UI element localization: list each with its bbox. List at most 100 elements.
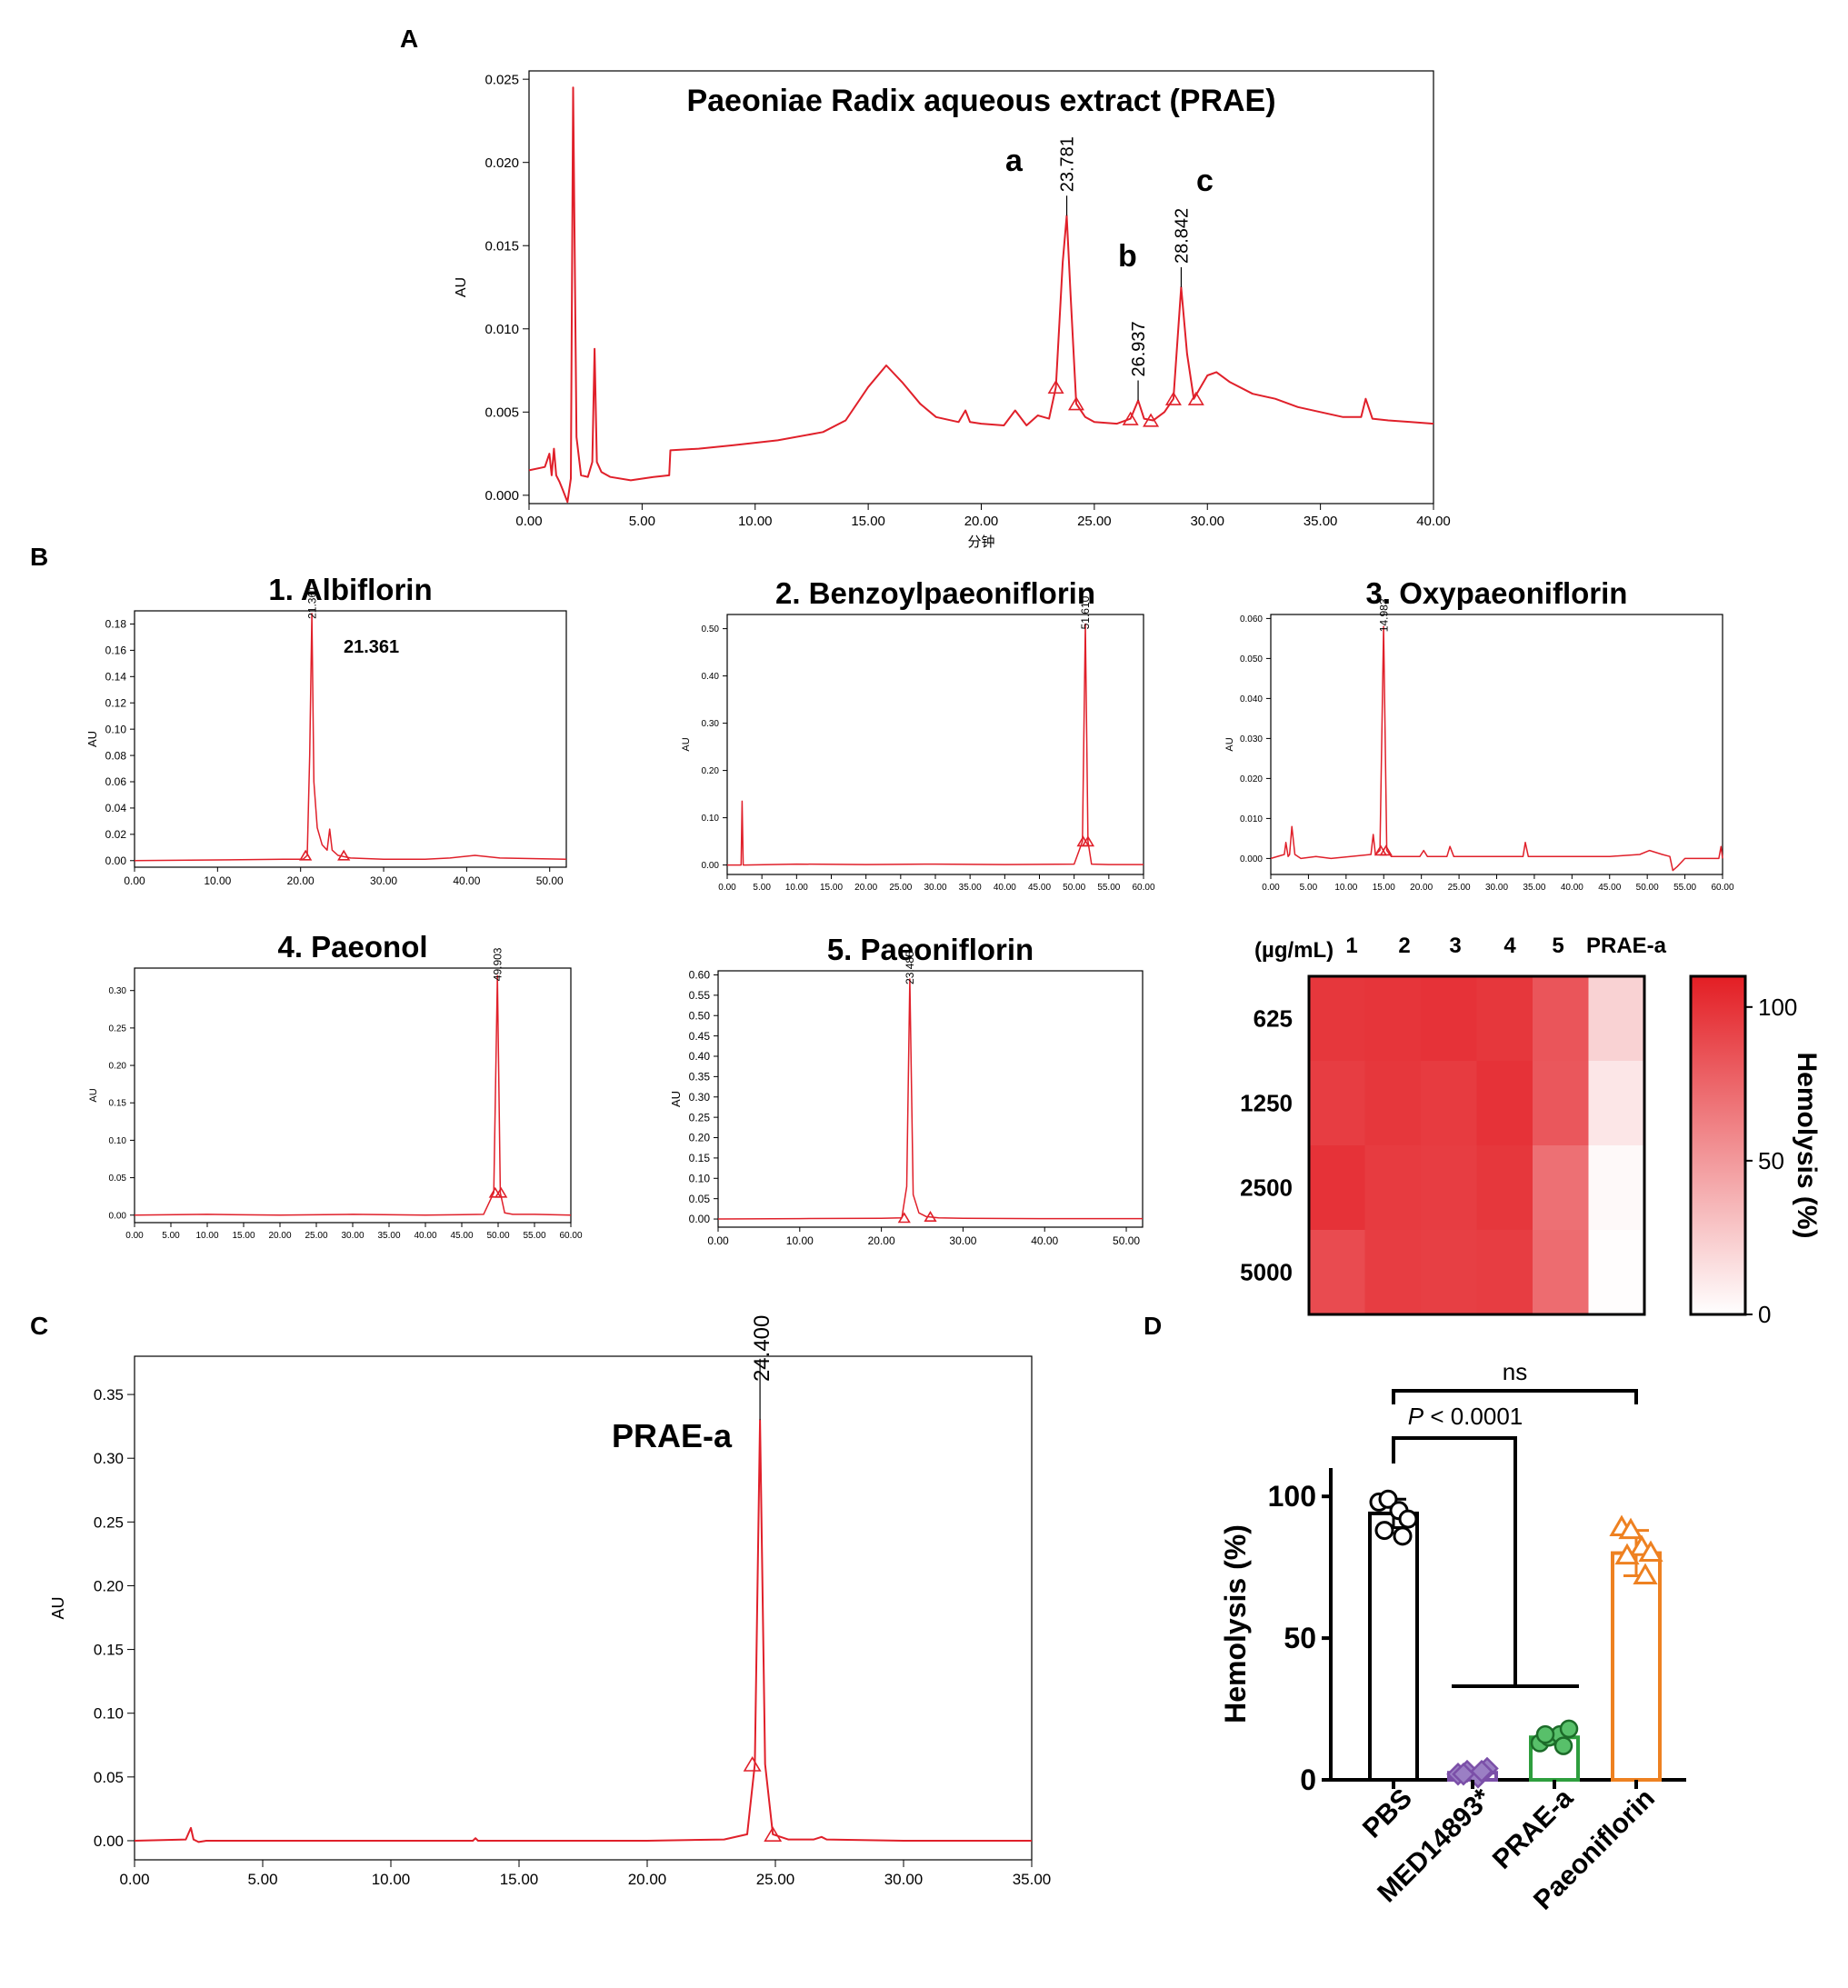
peak-retention-time: 28.842 <box>1172 208 1192 264</box>
p-value: < 0.0001 <box>1423 1403 1523 1430</box>
x-tick-label: 35.00 <box>377 1231 400 1241</box>
y-tick-label: 0.00 <box>105 854 127 867</box>
y-tick-label: 0.40 <box>689 1050 711 1063</box>
heatmap-cell <box>1364 1145 1422 1231</box>
heatmap-row-label: 1250 <box>1240 1090 1293 1117</box>
heatmap-cell <box>1309 1145 1365 1231</box>
heatmap-cell <box>1364 1230 1422 1315</box>
x-tick-label: 15.00 <box>500 1871 539 1888</box>
x-tick-label: 35.00 <box>1304 514 1338 529</box>
panel-B1: 0.00 0.02 0.04 0.06 0.08 0.10 0.12 0.14 0.16 0.18… <box>85 573 567 887</box>
y-tick-label: 0.10 <box>702 814 720 824</box>
y-tick-label: 0.20 <box>702 766 720 776</box>
x-tick-label: 0.00 <box>1262 883 1280 893</box>
panel-B5: 0.00 0.05 0.10 0.15 0.20 0.25 0.30 0.35 0.40 0.45… <box>669 933 1144 1247</box>
integration-marker <box>1379 844 1393 856</box>
heatmap-cell <box>1421 976 1477 1062</box>
panel-A: 0.000 0.005 0.010 0.015 0.020 0.025 0.00 5.00 10… <box>454 70 1451 550</box>
integration-marker <box>1081 835 1095 847</box>
x-tick-label: 35.00 <box>1013 1871 1052 1888</box>
x-tick-label: 30.00 <box>341 1231 364 1241</box>
x-tick-label: 20.00 <box>1410 883 1433 893</box>
chart-title: 5. Paeoniflorin <box>827 933 1034 966</box>
y-tick-label: 0.50 <box>702 624 720 634</box>
y-tick-label: 0.08 <box>105 749 127 762</box>
y-tick-label: 0.04 <box>105 802 127 814</box>
integration-marker <box>764 1826 783 1842</box>
x-tick-label: 60.00 <box>559 1231 582 1241</box>
y-axis-label: AU <box>49 1596 67 1619</box>
y-tick-label: 0.05 <box>109 1174 127 1184</box>
x-tick-label: 5.00 <box>1300 883 1318 893</box>
y-tick-label: 0.20 <box>94 1577 124 1594</box>
y-tick-label: 0.10 <box>109 1136 127 1146</box>
data-point <box>1633 1563 1658 1584</box>
y-tick-label: 0.55 <box>689 989 711 1002</box>
heatmap-cell <box>1533 1145 1589 1231</box>
x-tick-label: 20.00 <box>628 1871 667 1888</box>
x-tick-label: 5.00 <box>629 514 655 529</box>
data-point <box>1559 1719 1579 1739</box>
y-axis-label: AU <box>85 731 99 747</box>
data-point <box>1393 1526 1413 1546</box>
panel-C: 0.00 0.05 0.10 0.15 0.20 0.25 0.30 0.35 0.00 5.00… <box>49 1315 1051 1888</box>
heatmap-cell <box>1364 976 1422 1062</box>
y-tick-label: 0.40 <box>702 672 720 682</box>
chart-title: 4. Paeonol <box>277 930 427 964</box>
heatmap-cell <box>1421 1145 1477 1231</box>
x-tick-label: 30.00 <box>884 1871 924 1888</box>
x-tick-label: 10.00 <box>204 874 231 887</box>
panel-B3: 0.000 0.010 0.020 0.030 0.040 0.050 0.060 0.00 5… <box>1224 576 1734 893</box>
peak-letter: b <box>1118 239 1137 274</box>
data-point <box>1553 1736 1573 1755</box>
y-tick-label: 0.25 <box>109 1024 127 1034</box>
y-tick-label: 0.10 <box>689 1172 711 1184</box>
heatmap-cell <box>1588 1061 1645 1146</box>
data-point <box>1398 1509 1418 1529</box>
y-tick-label: 0.20 <box>109 1062 127 1072</box>
y-tick-label: 0.18 <box>105 618 127 631</box>
integration-marker <box>1187 391 1204 405</box>
x-tick-label: 20.00 <box>287 874 315 887</box>
y-tick-label: 0.00 <box>702 861 720 871</box>
x-tick-label: 0.00 <box>707 1234 729 1247</box>
peak-letter: a <box>1005 144 1024 178</box>
integration-marker <box>1047 379 1064 395</box>
x-tick-label: 50.00 <box>1636 883 1659 893</box>
bar <box>1368 1511 1419 1782</box>
chart-title: 3. Oxypaeoniflorin <box>1366 576 1628 610</box>
panel-B4: 0.00 0.05 0.10 0.15 0.20 0.25 0.30 0.00 5.00 10.0… <box>88 930 583 1241</box>
x-tick-label: 30.00 <box>1190 514 1224 529</box>
heatmap-column-label: 1 <box>1345 934 1357 958</box>
integration-marker <box>494 1186 508 1198</box>
integration-marker <box>299 849 313 861</box>
x-tick-label: 10.00 <box>786 1234 814 1247</box>
y-tick-label: 0.35 <box>94 1386 124 1404</box>
data-point <box>1378 1489 1398 1509</box>
y-tick-label: 0.15 <box>94 1642 124 1659</box>
panel-heatmap: (µg/mL) 1 2 3 4 5 PRAE-a 625 1250 2500 5000 0 50 100 H… <box>1240 934 1822 1328</box>
x-tick-label: 0.00 <box>125 1231 144 1241</box>
y-axis-label: AU <box>88 1088 99 1102</box>
heatmap-column-label: 4 <box>1503 934 1516 958</box>
x-tick-label: 15.00 <box>1373 883 1395 893</box>
significance-bracket <box>1392 1389 1638 1404</box>
x-tick-label: 20.00 <box>868 1234 895 1247</box>
heatmap-cell <box>1588 1145 1645 1231</box>
y-tick-label: 0.000 <box>484 488 519 504</box>
heatmap-unit-label: (µg/mL) <box>1254 938 1334 963</box>
y-tick-label: 0.12 <box>105 696 127 709</box>
heatmap-cell <box>1421 1061 1477 1146</box>
x-tick-label: 10.00 <box>372 1871 411 1888</box>
integration-marker <box>337 849 351 861</box>
heatmap-row-label: 2500 <box>1240 1174 1293 1202</box>
chart-title: Paeoniae Radix aqueous extract (PRAE) <box>686 84 1275 118</box>
integration-marker <box>924 1210 937 1222</box>
y-axis-label: AU <box>669 1091 683 1107</box>
panel-letter-B: B <box>30 543 48 571</box>
x-tick-label: 20.00 <box>268 1231 291 1241</box>
x-tick-label: 30.00 <box>949 1234 976 1247</box>
x-tick-label: 25.00 <box>756 1871 795 1888</box>
x-tick-label: PBS <box>1357 1783 1418 1844</box>
